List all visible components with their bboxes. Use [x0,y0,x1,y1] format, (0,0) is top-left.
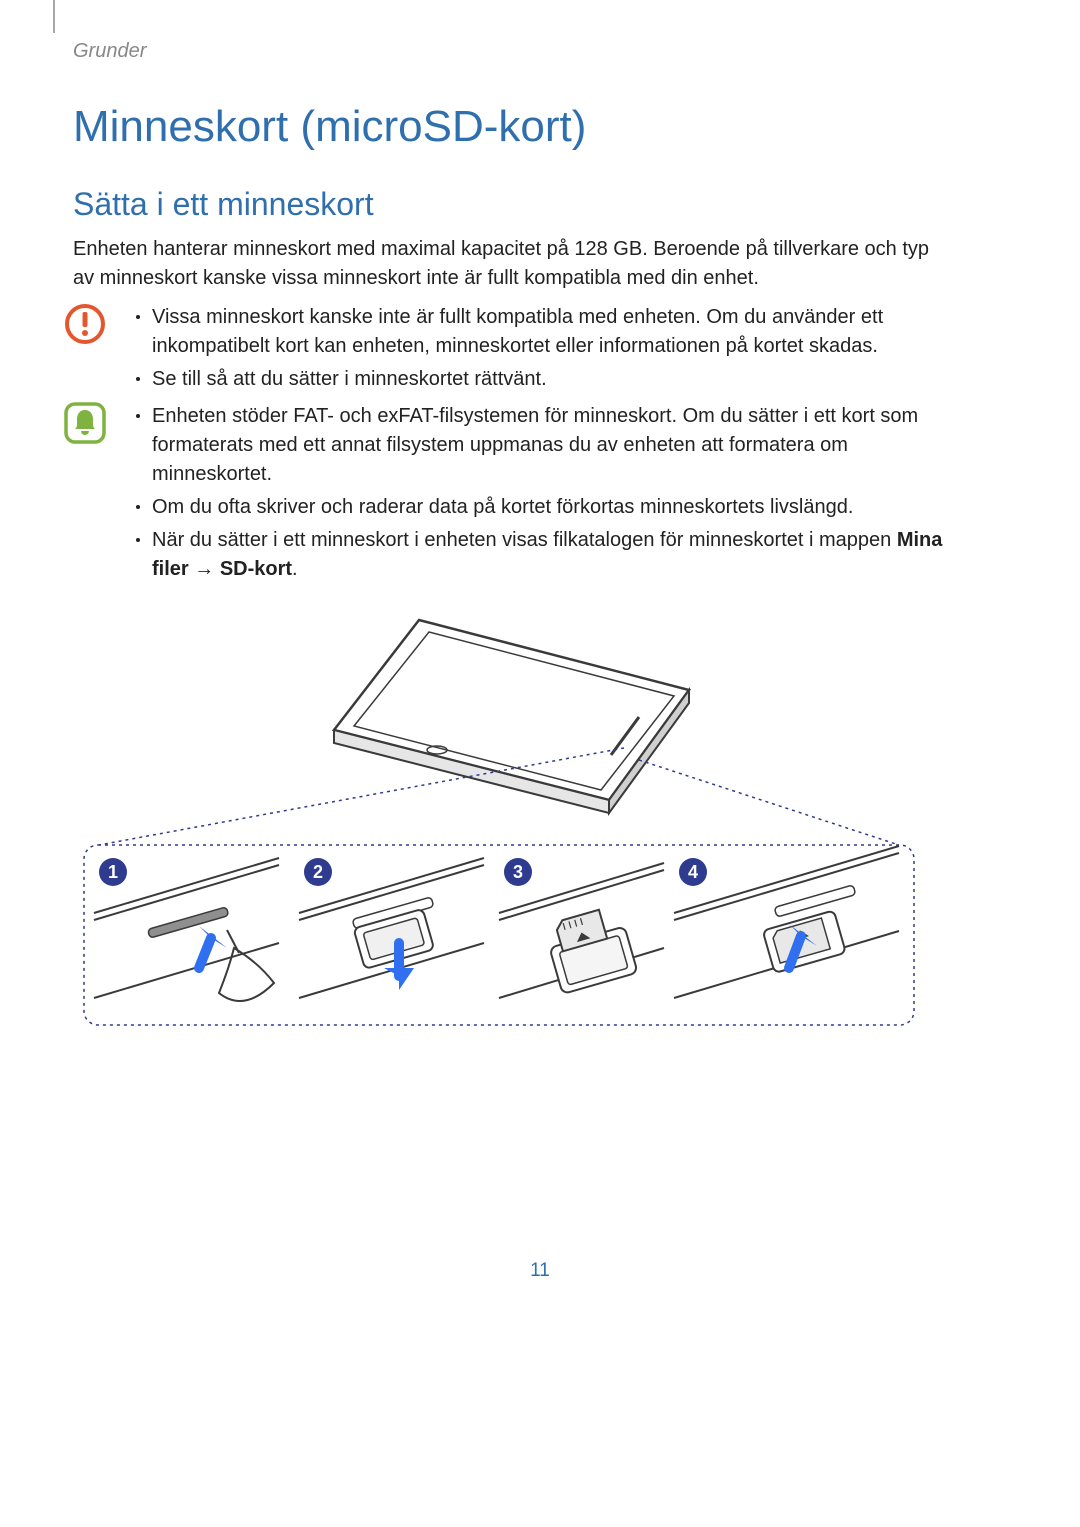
step-badge-text: 2 [313,862,323,882]
info-content: Enheten stöder FAT- och exFAT-filsysteme… [136,402,944,588]
bullet-dot [136,414,140,418]
bullet-text: Enheten stöder FAT- och exFAT-filsysteme… [152,402,944,489]
bullet-text-span: När du sätter i ett minneskort i enheten… [152,529,897,551]
section-title: Sätta i ett minneskort [73,186,374,223]
bullet-text: Se till så att du sätter i minneskortet … [152,365,547,394]
info-bullet: När du sätter i ett minneskort i enheten… [136,526,944,584]
step-2: 2 [299,858,484,998]
warning-content: Vissa minneskort kanske inte är fullt ko… [136,303,944,398]
bell-icon [64,402,106,588]
bullet-dot [136,377,140,381]
warning-bullet: Vissa minneskort kanske inte är fullt ko… [136,303,944,361]
step-1: 1 [94,858,279,1001]
bullet-text: När du sätter i ett minneskort i enheten… [152,526,944,584]
warning-icon [64,303,106,398]
warning-block: Vissa minneskort kanske inte är fullt ko… [64,303,944,398]
path-period: . [292,558,298,580]
info-block: Enheten stöder FAT- och exFAT-filsysteme… [64,402,944,588]
step-badge-text: 4 [688,862,698,882]
warning-bullet: Se till så att du sätter i minneskortet … [136,365,944,394]
tablet-illustration [334,620,689,813]
breadcrumb: Grunder [73,40,146,63]
page-title: Minneskort (microSD-kort) [73,102,586,152]
bullet-text: Vissa minneskort kanske inte är fullt ko… [152,303,944,361]
path-suffix: SD-kort [220,558,292,580]
bullet-dot [136,538,140,542]
left-rule [53,0,55,33]
info-bullet: Om du ofta skriver och raderar data på k… [136,493,944,522]
intro-paragraph: Enheten hanterar minneskort med maximal … [73,235,943,293]
path-arrow: → [189,558,220,580]
step-3: 3 [499,858,664,998]
step-badge-text: 1 [108,862,118,882]
page-number: 11 [0,1260,1080,1282]
bullet-text: Om du ofta skriver och raderar data på k… [152,493,853,522]
bullet-dot [136,505,140,509]
bullet-dot [136,315,140,319]
insertion-diagram: 1 2 [79,600,919,1035]
step-4: 4 [674,846,899,998]
info-bullet: Enheten stöder FAT- och exFAT-filsysteme… [136,402,944,489]
step-badge-text: 3 [513,862,523,882]
